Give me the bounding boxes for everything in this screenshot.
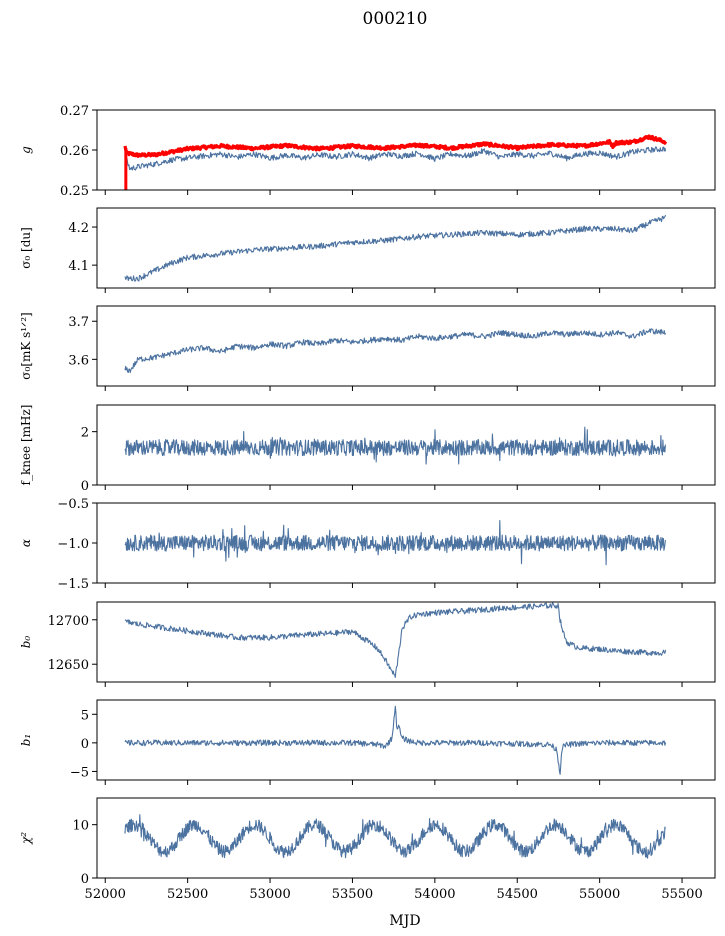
series-line-b1-0 xyxy=(124,705,667,775)
panel-frame-b1 xyxy=(96,699,716,781)
x-tick-label-1: 52500 xyxy=(167,887,208,902)
y-tick-label-b1-0: −5 xyxy=(70,765,89,780)
y-tick-label-chi2-0: 0 xyxy=(81,872,89,887)
x-tick-label-2: 53000 xyxy=(249,887,290,902)
series-line-b0-0 xyxy=(124,602,667,678)
series-line-alpha-0 xyxy=(124,519,666,566)
panel-sigma0_mK: 3.6 3.7 σ₀[mK s¹ᐟ²] xyxy=(19,305,716,391)
y-axis-label-g: g xyxy=(19,146,33,154)
y-axis-label-f_knee: f_knee [mHz] xyxy=(19,405,33,486)
y-tick-label-chi2-1: 10 xyxy=(72,819,89,834)
y-tick-label-b0-1: 12700 xyxy=(48,614,89,629)
panel-f_knee: 0 2 f_knee [mHz] xyxy=(19,404,716,494)
y-tick-label-b1-1: 0 xyxy=(81,737,89,752)
series-line-chi2-0 xyxy=(124,814,666,859)
y-axis-label-sigma0_mK: σ₀[mK s¹ᐟ²] xyxy=(19,312,33,379)
panel-alpha: −1.5 −1.0 −0.5 α xyxy=(19,497,716,592)
y-tick-label-f_knee-0: 0 xyxy=(81,479,89,494)
panels-group: 0.25 0.26 0.27 g 4.1 4.2 σ₀ [du] 3.6 3.7 σ₀[mK s¹… xyxy=(19,104,716,902)
y-tick-label-g-1: 0.26 xyxy=(60,144,89,159)
series-line-sigma0_du-0 xyxy=(124,214,667,282)
y-tick-label-f_knee-1: 2 xyxy=(81,426,89,441)
panel-b1: −5 0 5 b₁ xyxy=(19,699,716,785)
y-tick-label-b1-2: 5 xyxy=(81,708,89,723)
y-tick-label-alpha-0: −1.5 xyxy=(57,577,89,592)
x-tick-label-4: 54000 xyxy=(414,887,455,902)
y-tick-label-sigma0_du-1: 4.2 xyxy=(68,221,89,236)
x-tick-label-3: 53500 xyxy=(332,887,373,902)
y-tick-label-sigma0_mK-1: 3.7 xyxy=(68,315,89,330)
panel-frame-b0 xyxy=(96,601,716,683)
figure-suptitle: 000210 xyxy=(363,9,428,29)
panel-frame-f_knee xyxy=(96,404,716,486)
y-tick-label-alpha-2: −0.5 xyxy=(57,497,89,512)
panel-sigma0_du: 4.1 4.2 σ₀ [du] xyxy=(19,207,716,293)
y-axis-label-b1: b₁ xyxy=(19,734,33,747)
panel-frame-sigma0_du xyxy=(96,207,716,289)
y-tick-label-g-0: 0.25 xyxy=(60,184,89,199)
series-line-sigma0_mK-0 xyxy=(124,328,667,374)
x-tick-label-5: 54500 xyxy=(497,887,538,902)
y-tick-label-alpha-1: −1.0 xyxy=(57,537,89,552)
y-axis-label-alpha: α xyxy=(19,539,33,547)
y-tick-label-g-2: 0.27 xyxy=(60,104,89,119)
panel-frame-chi2 xyxy=(96,797,716,879)
y-axis-label-b0: b₀ xyxy=(19,636,33,649)
y-tick-label-sigma0_mK-0: 3.6 xyxy=(68,353,89,368)
y-tick-label-sigma0_du-0: 4.1 xyxy=(68,259,89,274)
series-line-f_knee-0 xyxy=(124,426,666,465)
y-axis-label-chi2: χ² xyxy=(19,832,33,845)
y-axis-label-sigma0_du: σ₀ [du] xyxy=(19,227,33,269)
x-tick-label-0: 52000 xyxy=(85,887,126,902)
panel-frame-sigma0_mK xyxy=(96,305,716,387)
panel-b0: 12650 12700 b₀ xyxy=(19,601,716,687)
x-tick-label-6: 55000 xyxy=(579,887,620,902)
panel-g: 0.25 0.26 0.27 g xyxy=(19,104,716,199)
panel-chi2: 0 10 χ² 52000 52500 53000 53500 54000 54500 55000… xyxy=(19,797,716,902)
series-line-g-0 xyxy=(123,134,668,158)
y-tick-label-b0-0: 12650 xyxy=(48,658,89,673)
x-tick-label-7: 55500 xyxy=(661,887,702,902)
series-line-g-1 xyxy=(124,146,667,171)
x-axis-label: MJD xyxy=(389,913,420,929)
